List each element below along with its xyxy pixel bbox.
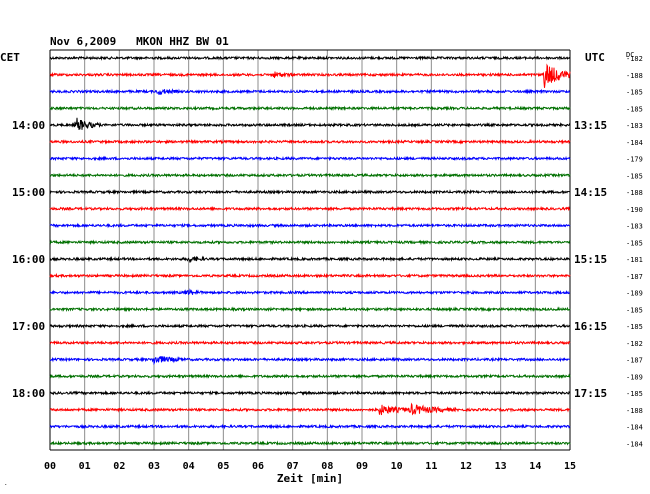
x-tick-label: 14	[529, 461, 541, 472]
dc-offset-label: -185	[626, 306, 643, 314]
x-tick-label: 06	[252, 461, 264, 472]
trace-19	[49, 356, 571, 366]
left-hour-label: 18:00	[12, 387, 45, 400]
chart-title: Nov 6,2009 MKON HHZ BW 01	[50, 35, 229, 48]
trace-21	[49, 390, 571, 396]
x-tick-label: 15	[564, 461, 576, 472]
dc-offset-label: -185	[626, 239, 643, 247]
x-tick-label: 13	[495, 461, 507, 472]
x-tick-label: 01	[79, 461, 91, 472]
dc-offset-label: -182	[626, 340, 643, 348]
right-hour-label: 15:15	[574, 253, 607, 266]
right-hour-labels: 13:15 14:15 15:15 16:15 17:15	[574, 119, 607, 400]
left-hour-label: 16:00	[12, 253, 45, 266]
trace-7	[49, 155, 571, 162]
trace-3	[49, 88, 571, 96]
right-hour-label: 13:15	[574, 119, 607, 132]
dc-offset-label: -183	[626, 122, 643, 130]
trace-13	[49, 255, 571, 263]
right-hour-label: 17:15	[574, 387, 607, 400]
x-tick-label: 09	[356, 461, 368, 472]
trace-4	[49, 105, 571, 112]
x-tick-label: 05	[217, 461, 229, 472]
x-tick-label: 02	[113, 461, 125, 472]
trace-9	[49, 189, 571, 195]
trace-2	[49, 63, 571, 88]
trace-16	[49, 306, 571, 313]
dc-offset-label: -183	[626, 223, 643, 231]
x-tick-label: 08	[321, 461, 333, 472]
left-hour-labels: 14:00 15:00 16:00 17:00 18:00	[12, 119, 45, 400]
trace-12	[49, 239, 571, 246]
right-hour-label: 16:15	[574, 320, 607, 333]
trace-11	[49, 222, 571, 229]
x-tick-label: 00	[44, 461, 56, 472]
trace-18	[49, 339, 571, 346]
dc-offset-label: -185	[626, 172, 643, 180]
trace-8	[49, 172, 571, 179]
dc-offset-label: -188	[626, 72, 643, 80]
dc-offset-label: -187	[626, 273, 643, 281]
trace-20	[49, 373, 571, 380]
x-axis-label: Zeit [min]	[277, 472, 343, 485]
dc-offset-label: -189	[626, 290, 643, 298]
dc-offset-label: -185	[626, 105, 643, 113]
x-tick-label: 07	[287, 461, 299, 472]
dc-column-label: DC	[626, 51, 634, 59]
x-tick-label: 11	[425, 461, 437, 472]
dc-offset-label: -190	[626, 206, 643, 214]
left-hour-label: 15:00	[12, 186, 45, 199]
dc-offset-labels: -182 -188 -185 -185 -183 -184 -179 -185 -188 -190…	[626, 55, 643, 448]
trace-17	[49, 323, 571, 329]
dc-offset-label: -184	[626, 440, 643, 448]
trace-24	[49, 440, 571, 447]
dc-offset-label: -181	[626, 256, 643, 264]
trace-5	[49, 117, 571, 130]
x-tick-label: 04	[183, 461, 195, 472]
right-hour-label: 14:15	[574, 186, 607, 199]
left-hour-label: 17:00	[12, 320, 45, 333]
dc-offset-label: -184	[626, 424, 643, 432]
x-tick-label: 03	[148, 461, 160, 472]
x-tick-label: 10	[391, 461, 403, 472]
trace-6	[49, 138, 571, 145]
dc-offset-label: -185	[626, 89, 643, 97]
trace-15	[49, 288, 571, 296]
dc-offset-label: -185	[626, 390, 643, 398]
right-timezone-label: UTC	[585, 51, 605, 64]
dc-offset-label: -184	[626, 139, 643, 147]
x-tick-labels: 00 01 02 03 04 05 06 07 08 09 10 11 12 13 14 15	[44, 461, 576, 472]
x-tick-label: 12	[460, 461, 472, 472]
left-timezone-label: CET	[0, 51, 20, 64]
corner-mark: .	[4, 480, 8, 487]
dc-offset-label: -188	[626, 189, 643, 197]
left-hour-label: 14:00	[12, 119, 45, 132]
dc-offset-label: -179	[626, 156, 643, 164]
dc-offset-label: -187	[626, 357, 643, 365]
dc-offset-label: -189	[626, 373, 643, 381]
dc-offset-label: -182	[626, 55, 643, 63]
trace-23	[49, 423, 571, 430]
dc-offset-label: -185	[626, 323, 643, 331]
trace-10	[49, 205, 571, 212]
trace-14	[49, 272, 571, 279]
time-grid	[49, 49, 571, 451]
trace-1	[49, 55, 571, 61]
trace-22	[49, 402, 571, 416]
dc-offset-label: -188	[626, 407, 643, 415]
trace-group	[49, 55, 571, 447]
